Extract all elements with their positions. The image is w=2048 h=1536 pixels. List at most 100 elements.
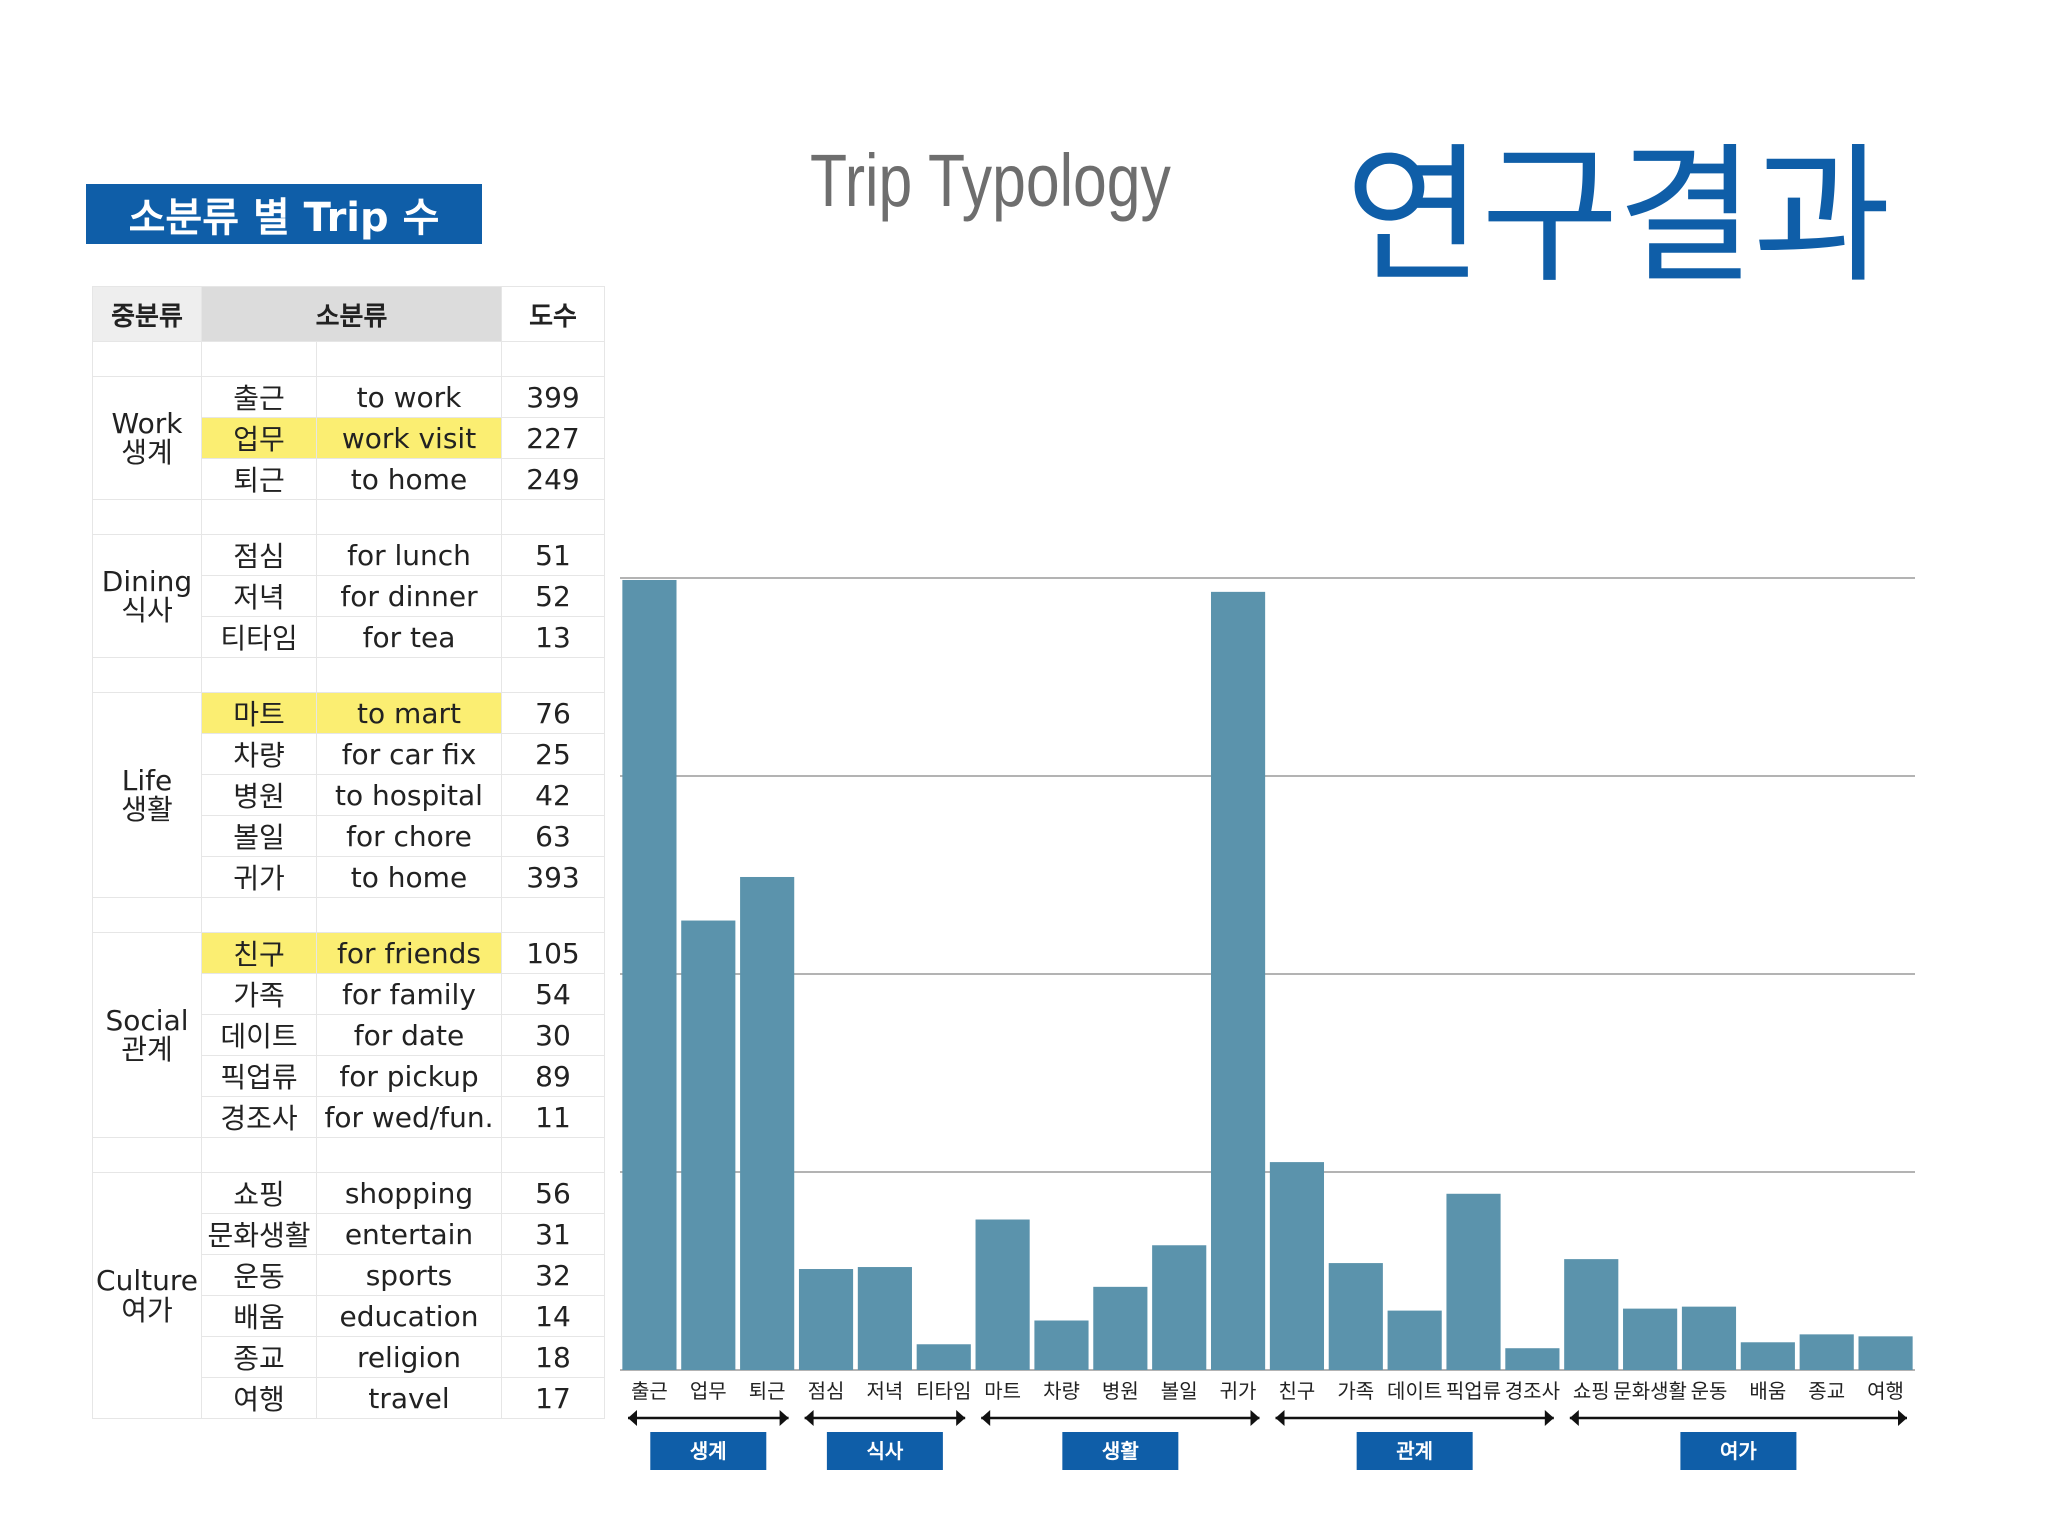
bar-경조사: [1505, 1348, 1560, 1370]
x-tick-label: 출근: [631, 1379, 668, 1403]
count-cell: 89: [501, 1055, 605, 1097]
count-cell: 105: [501, 932, 605, 974]
sub-category-ko: 마트: [201, 692, 317, 734]
table-body: Work 생계 출근 to work 399 업무 work visit 227 퇴근 to ho…: [92, 341, 605, 1419]
table-row: 업무 work visit 227: [93, 417, 605, 459]
x-tick-label: 업무: [690, 1379, 727, 1403]
sub-category-ko: 여행: [201, 1377, 317, 1419]
bar-쇼핑: [1564, 1259, 1619, 1370]
count-cell: 11: [501, 1096, 605, 1138]
sub-category-ko: 출근: [201, 376, 317, 418]
group-label: 생활: [1102, 1439, 1139, 1463]
bar-점심: [798, 1269, 854, 1370]
x-tick-label: 쇼핑: [1573, 1379, 1610, 1403]
bar-차량: [1034, 1320, 1089, 1370]
arrow-right-icon: [956, 1410, 966, 1426]
spacer-cell: [316, 1137, 502, 1173]
x-tick-label: 운동: [1691, 1379, 1728, 1403]
spacer-cell: [201, 657, 317, 693]
x-tick-label: 데이트: [1387, 1379, 1442, 1403]
arrow-left-icon: [981, 1410, 991, 1426]
table-header-row: 중분류 소분류 도수: [92, 286, 605, 342]
count-cell: 56: [501, 1172, 605, 1214]
x-tick-label: 마트: [984, 1379, 1021, 1403]
group-cell: Work 생계: [92, 376, 202, 500]
spacer-cell: [501, 499, 605, 535]
page-title: 연구결과: [1345, 130, 1891, 304]
arrow-right-icon: [779, 1410, 789, 1426]
x-tick-label: 볼일: [1161, 1379, 1198, 1403]
count-cell: 51: [501, 534, 605, 576]
spacer-cell: [201, 341, 317, 377]
bar-병원: [1093, 1286, 1148, 1370]
bar-퇴근: [740, 876, 795, 1370]
x-tick-label: 병원: [1102, 1379, 1139, 1403]
spacer-cell: [92, 657, 202, 693]
sub-category-ko: 종교: [201, 1336, 317, 1378]
arrow-left-icon: [1569, 1410, 1579, 1426]
spacer-row: [92, 657, 605, 693]
spacer-cell: [92, 1137, 202, 1173]
count-cell: 30: [501, 1014, 605, 1056]
spacer-cell: [92, 499, 202, 535]
sub-category-ko: 귀가: [201, 856, 317, 898]
count-cell: 25: [501, 733, 605, 775]
chart-title: Trip Typology: [810, 139, 1171, 222]
sub-category-ko: 가족: [201, 973, 317, 1015]
group-badge: [826, 1432, 943, 1470]
trip-typology-chart: 출근 업무 퇴근 점심 저녁 티타임 마트 차량 병원 볼일 귀가 친구 가족 데이트 픽업류 경조사 쇼핑 문화…: [620, 577, 1915, 1470]
group-label: 관계: [1396, 1439, 1433, 1463]
sub-category-ko: 점심: [201, 534, 317, 576]
x-tick-label: 여행: [1867, 1379, 1904, 1403]
sub-category-ko: 문화생활: [201, 1213, 317, 1255]
x-tick-label: 문화생활: [1613, 1379, 1687, 1403]
count-cell: 399: [501, 376, 605, 418]
arrow-right-icon: [1544, 1410, 1554, 1426]
sub-category-en: education: [316, 1295, 502, 1337]
x-tick-label: 가족: [1337, 1379, 1374, 1403]
sub-category-en: work visit: [316, 417, 502, 459]
spacer-cell: [316, 341, 502, 377]
bar-데이트: [1387, 1310, 1442, 1370]
spacer-cell: [501, 657, 605, 693]
table-row: Work 생계 출근 to work 399: [92, 376, 605, 500]
group-label: 생계: [690, 1439, 727, 1463]
group-name-en: Life: [121, 763, 173, 797]
count-cell: 18: [501, 1336, 605, 1378]
bar-종교: [1799, 1334, 1854, 1370]
x-tick-label: 경조사: [1505, 1379, 1560, 1403]
group-cell: Life 생활: [92, 692, 202, 898]
bar-저녁: [857, 1267, 912, 1370]
sub-category-en: for tea: [316, 616, 502, 658]
x-tick-label: 친구: [1279, 1379, 1316, 1403]
group-label: 식사: [866, 1439, 903, 1463]
sub-category-en: for pickup: [316, 1055, 502, 1097]
bar-가족: [1328, 1263, 1383, 1370]
sub-category-en: to mart: [316, 692, 502, 734]
bar-문화생활: [1623, 1308, 1678, 1370]
count-cell: 54: [501, 973, 605, 1015]
sub-category-en: to work: [316, 376, 502, 418]
bar-친구: [1269, 1162, 1325, 1370]
sub-category-en: shopping: [316, 1172, 502, 1214]
sub-category-en: to hospital: [316, 774, 502, 816]
bar-배움: [1740, 1342, 1795, 1370]
table-row: 귀가 to home 393: [93, 856, 605, 898]
sub-category-ko: 경조사: [201, 1096, 317, 1138]
spacer-cell: [316, 897, 502, 933]
count-cell: 17: [501, 1377, 605, 1419]
bar-티타임: [916, 1344, 971, 1370]
group-name-en: Social: [105, 1003, 189, 1037]
spacer-row: [92, 897, 605, 933]
count-cell: 76: [501, 692, 605, 734]
sub-category-ko: 티타임: [201, 616, 317, 658]
count-cell: 32: [501, 1254, 605, 1296]
group-name-en: Culture: [96, 1264, 198, 1298]
arrow-left-icon: [628, 1410, 637, 1426]
spacer-cell: [201, 897, 317, 933]
group-badge: [1062, 1432, 1179, 1470]
count-cell: 52: [501, 575, 605, 617]
table-row: 여행 travel 17: [93, 1377, 605, 1419]
x-tick-label: 퇴근: [749, 1379, 786, 1403]
bar-볼일: [1152, 1245, 1207, 1370]
